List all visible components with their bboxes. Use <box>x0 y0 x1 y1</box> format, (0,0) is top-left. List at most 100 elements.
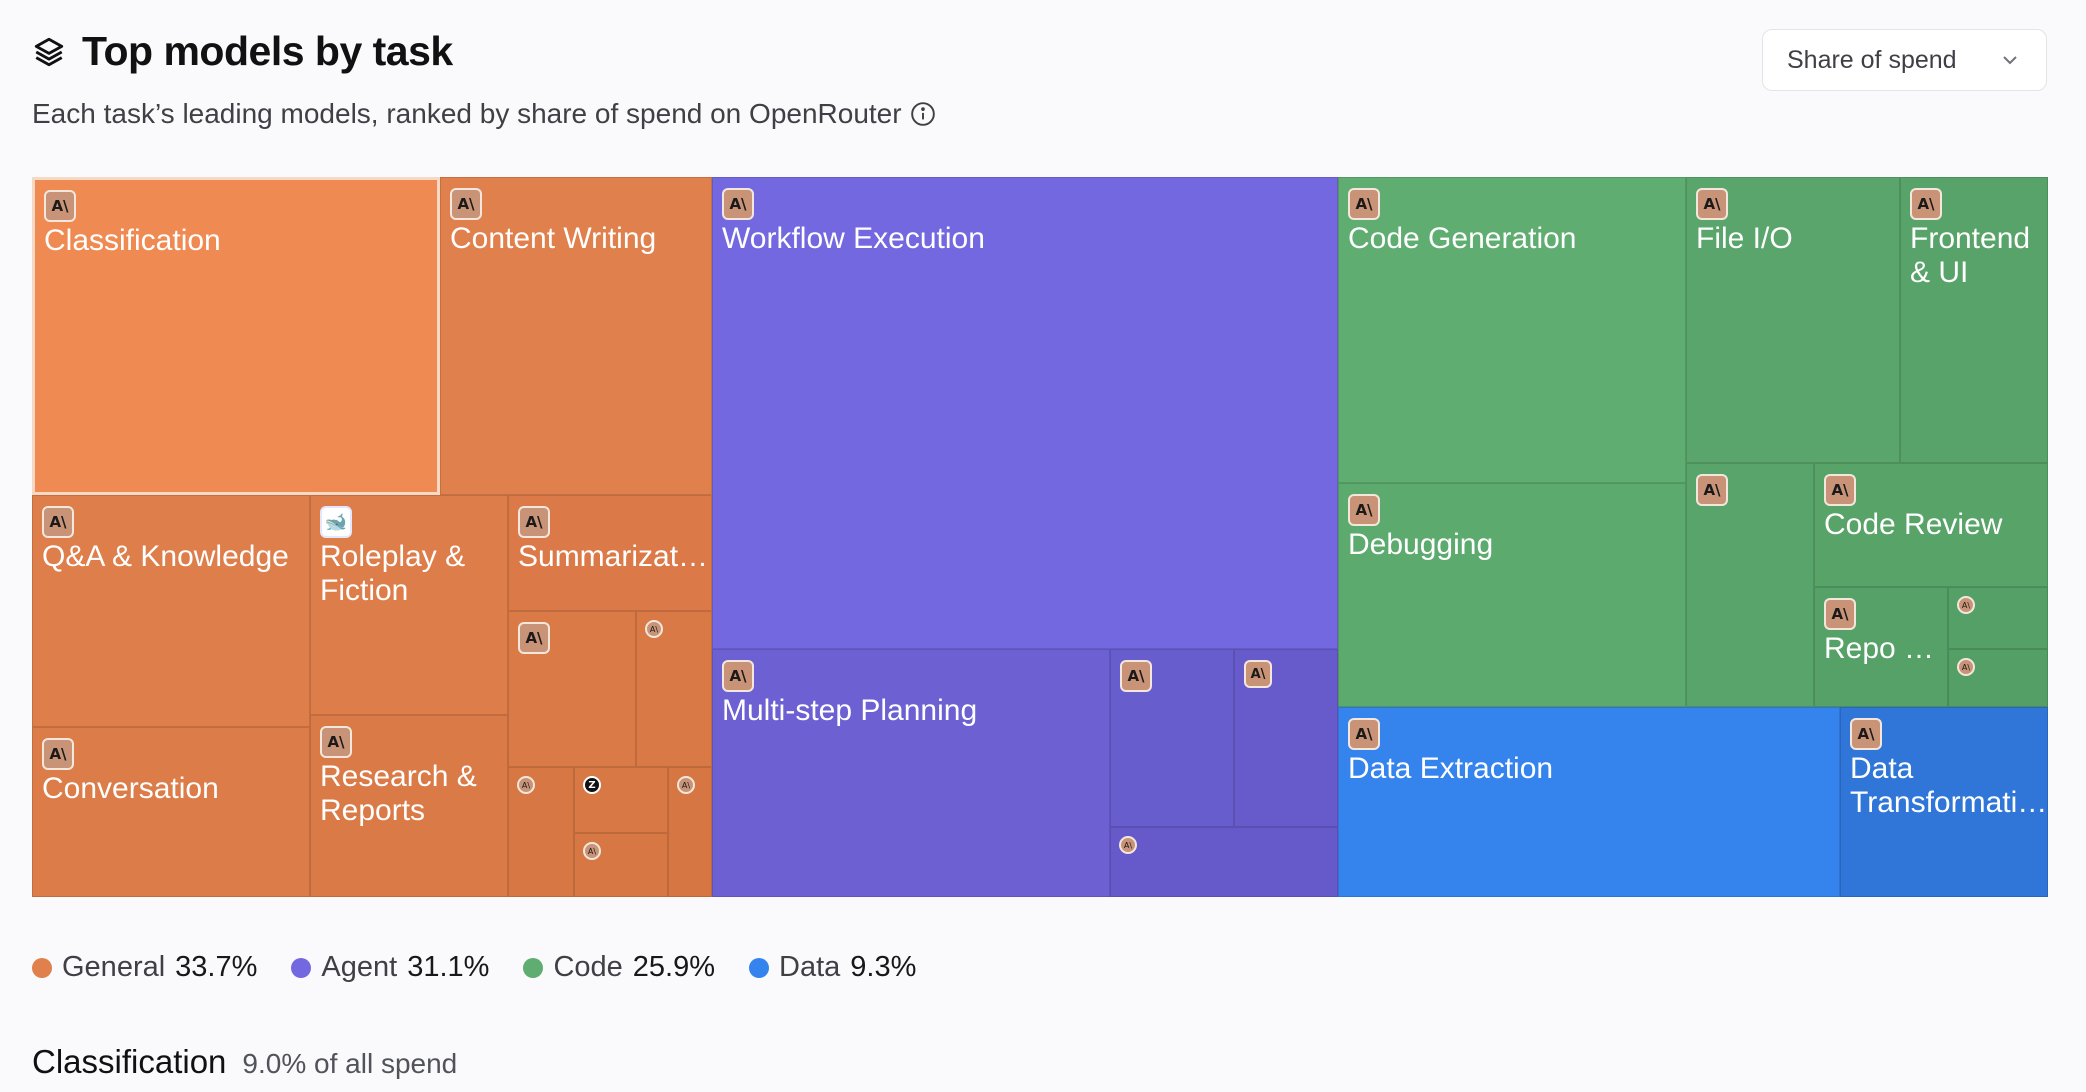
anthropic-logo-icon: A\ <box>1119 836 1137 854</box>
treemap-cell-multi-step-planning[interactable]: A\ Multi-step Planning <box>712 649 1110 897</box>
treemap-cell-agent-sub-1[interactable]: A\ <box>1110 649 1234 827</box>
legend-item-agent[interactable]: Agent 31.1% <box>291 951 489 984</box>
legend-pct: 31.1% <box>407 951 490 983</box>
anthropic-logo-icon: A\ <box>1957 596 1975 614</box>
anthropic-logo-icon: A\ <box>1824 598 1856 630</box>
cell-label: Multi-step Planning <box>722 694 978 727</box>
cell-label: Debugging <box>1348 528 1494 561</box>
cell-label: Q&A & Knowledge <box>42 540 289 573</box>
treemap-cell-research-reports[interactable]: A\ Research & Reports <box>310 715 508 897</box>
anthropic-logo-icon: A\ <box>517 776 535 794</box>
cell-label: Repo … <box>1824 632 1935 665</box>
treemap-cell-qa-knowledge[interactable]: A\ Q&A & Knowledge <box>32 495 310 727</box>
cell-label: Content Writing <box>450 222 657 255</box>
legend-pct: 25.9% <box>632 951 715 983</box>
treemap-cell-repo[interactable]: A\ Repo … <box>1814 587 1948 707</box>
chevron-down-icon <box>2003 56 2017 65</box>
legend-swatch <box>523 957 544 978</box>
cell-label: Data Extraction <box>1348 752 1554 785</box>
anthropic-logo-icon: A\ <box>320 726 352 758</box>
anthropic-logo-icon: A\ <box>1957 658 1975 676</box>
anthropic-logo-icon: A\ <box>1348 718 1380 750</box>
layers-icon <box>34 37 64 66</box>
anthropic-logo-icon: A\ <box>42 506 74 538</box>
cell-label: Code Generation <box>1348 222 1577 255</box>
cell-label: Code Review <box>1824 508 2003 541</box>
treemap-cell-agent-sub-3[interactable]: A\ <box>1110 827 1338 897</box>
legend-swatch <box>32 957 52 978</box>
treemap-cell-code-sub-3[interactable]: A\ <box>1948 649 2048 707</box>
anthropic-logo-icon: A\ <box>677 776 695 794</box>
anthropic-logo-icon: A\ <box>583 842 601 860</box>
anthropic-logo-icon: A\ <box>645 620 663 638</box>
treemap-cell-frontend-ui[interactable]: A\ Frontend & UI <box>1900 177 2048 463</box>
anthropic-logo-icon: A\ <box>450 188 482 220</box>
cell-label: File I/O <box>1696 222 1793 255</box>
treemap-cell-code-sub-2[interactable]: A\ <box>1948 587 2048 649</box>
cell-label: Data Transformati… <box>1850 752 2048 820</box>
legend-pct: 33.7% <box>175 951 258 983</box>
anthropic-logo-icon: A\ <box>1120 660 1152 692</box>
legend-label: General <box>62 951 166 983</box>
legend-swatch <box>291 957 312 978</box>
treemap-cell-data-transformation[interactable]: A\ Data Transformati… <box>1840 707 2048 897</box>
anthropic-logo-icon: A\ <box>1244 660 1272 688</box>
treemap-cell-data-extraction[interactable]: A\ Data Extraction <box>1338 707 1840 897</box>
anthropic-logo-icon: A\ <box>1348 494 1380 526</box>
anthropic-logo-icon: A\ <box>722 188 754 220</box>
metric-select[interactable]: Share of spend <box>1762 29 2047 91</box>
treemap-cell-classification[interactable]: A\ Classification <box>32 177 440 495</box>
selected-task-header: Classification 9.0% of all spend <box>32 1043 457 1081</box>
treemap-cell-roleplay-fiction[interactable]: 🐋 Roleplay & Fiction <box>310 495 508 715</box>
subtitle-text: Each task’s leading models, ranked by sh… <box>32 98 902 129</box>
deepseek-logo-icon: 🐋 <box>320 506 352 538</box>
treemap-cell-summarization[interactable]: A\ Summarizat… <box>508 495 712 611</box>
anthropic-logo-icon: A\ <box>1696 188 1728 220</box>
selected-task-share: 9.0% of all spend <box>242 1048 458 1079</box>
cell-label: Conversation <box>42 772 219 805</box>
page-title: Top models by task <box>82 28 453 74</box>
anthropic-logo-icon: A\ <box>1850 718 1882 750</box>
treemap-cell-workflow-execution[interactable]: A\ Workflow Execution <box>712 177 1338 649</box>
anthropic-logo-icon: A\ <box>722 660 754 692</box>
legend-label: Code <box>553 951 623 983</box>
treemap-cell-file-io[interactable]: A\ File I/O <box>1686 177 1900 463</box>
cell-label-text: Data Transformati… <box>1850 752 2048 819</box>
metric-select-value: Share of spend <box>1787 45 1957 74</box>
cell-label: Workflow Execution <box>722 222 985 255</box>
treemap-cell-general-sub-6[interactable]: A\ <box>574 833 668 897</box>
page-header: Top models by task <box>32 28 453 75</box>
cell-label: Roleplay & Fiction <box>320 540 466 607</box>
cell-label: Research & Reports <box>320 760 477 827</box>
info-icon[interactable] <box>910 101 936 127</box>
treemap-cell-general-sub-5[interactable]: A\ <box>668 767 712 897</box>
treemap-cell-general-sub-2[interactable]: A\ <box>636 611 712 767</box>
cell-label: Summarizat… <box>518 540 709 573</box>
anthropic-logo-icon: A\ <box>1696 474 1728 506</box>
treemap-cell-code-sub-1[interactable]: A\ <box>1686 463 1814 707</box>
treemap-cell-debugging[interactable]: A\ Debugging <box>1338 483 1686 707</box>
treemap-cell-agent-sub-2[interactable]: A\ <box>1234 649 1338 827</box>
page-subtitle: Each task’s leading models, ranked by sh… <box>32 98 936 130</box>
treemap-cell-general-sub-3[interactable]: A\ <box>508 767 574 897</box>
treemap-cell-general-sub-4[interactable]: Z <box>574 767 668 833</box>
legend-item-general[interactable]: General 33.7% <box>32 951 257 984</box>
legend-item-code[interactable]: Code 25.9% <box>523 951 715 984</box>
treemap-cell-general-sub-1[interactable]: A\ <box>508 611 636 767</box>
anthropic-logo-icon: A\ <box>42 738 74 770</box>
anthropic-logo-icon: A\ <box>1910 188 1942 220</box>
task-treemap: A\ Classification A\ Content Writing A\ … <box>32 177 2048 897</box>
zai-logo-icon: Z <box>583 776 601 794</box>
treemap-cell-code-review[interactable]: A\ Code Review <box>1814 463 2048 587</box>
selected-task-name: Classification <box>32 1043 227 1080</box>
legend-label: Agent <box>321 951 398 983</box>
anthropic-logo-icon: A\ <box>518 622 550 654</box>
category-legend: General 33.7% Agent 31.1% Code 25.9% Dat… <box>32 951 916 984</box>
anthropic-logo-icon: A\ <box>44 190 76 222</box>
treemap-cell-code-generation[interactable]: A\ Code Generation <box>1338 177 1686 483</box>
legend-label: Data <box>779 951 841 983</box>
treemap-cell-content-writing[interactable]: A\ Content Writing <box>440 177 712 495</box>
legend-item-data[interactable]: Data 9.3% <box>749 951 916 984</box>
treemap-cell-conversation[interactable]: A\ Conversation <box>32 727 310 897</box>
legend-swatch <box>749 957 769 978</box>
